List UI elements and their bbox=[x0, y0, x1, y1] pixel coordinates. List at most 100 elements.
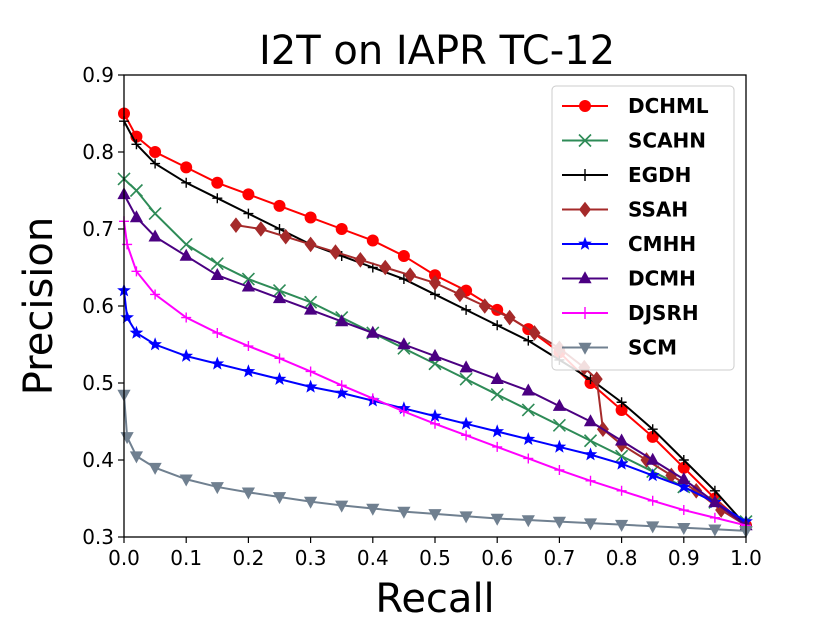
x-tick-label: 0.0 bbox=[108, 546, 140, 570]
legend-entry: SCAHN bbox=[562, 129, 706, 153]
data-point bbox=[304, 211, 317, 224]
series-scm bbox=[117, 389, 753, 539]
data-point bbox=[150, 289, 161, 300]
data-point bbox=[490, 387, 504, 402]
data-point bbox=[579, 307, 591, 319]
data-point bbox=[708, 495, 722, 508]
legend-label: DCMH bbox=[628, 267, 696, 291]
data-point bbox=[490, 424, 505, 438]
data-point bbox=[149, 146, 162, 158]
data-point bbox=[521, 432, 536, 446]
data-point bbox=[305, 366, 316, 377]
data-point bbox=[148, 462, 162, 475]
data-point bbox=[304, 236, 317, 253]
data-point bbox=[578, 236, 592, 250]
data-point bbox=[241, 364, 256, 378]
data-point bbox=[708, 524, 722, 537]
data-point bbox=[665, 467, 678, 484]
data-point bbox=[459, 511, 473, 524]
x-tick-label: 0.4 bbox=[357, 546, 389, 570]
y-tick-label: 0.5 bbox=[82, 371, 114, 395]
data-point bbox=[303, 379, 318, 393]
y-tick-label: 0.7 bbox=[82, 217, 114, 241]
data-point bbox=[304, 295, 318, 309]
x-axis-label: Recall bbox=[375, 576, 494, 622]
legend-entry: DCMH bbox=[562, 267, 696, 291]
data-point bbox=[131, 266, 142, 277]
data-point bbox=[129, 210, 144, 223]
data-point bbox=[131, 139, 142, 150]
legend: DCHML SCAHN EGDH SSAH CMHH DCMH DJSRH SCM bbox=[551, 85, 735, 371]
data-point bbox=[579, 201, 591, 218]
data-point bbox=[523, 453, 534, 464]
data-point bbox=[274, 224, 285, 234]
data-point bbox=[241, 487, 255, 500]
data-point bbox=[492, 320, 503, 331]
data-point bbox=[272, 284, 287, 298]
data-point bbox=[552, 418, 566, 432]
series-line bbox=[123, 193, 747, 527]
data-point bbox=[148, 229, 162, 242]
series-djsrh bbox=[119, 216, 751, 531]
data-point bbox=[379, 259, 392, 276]
data-point bbox=[554, 465, 565, 476]
data-point bbox=[523, 335, 534, 346]
x-tick-label: 0.7 bbox=[543, 546, 575, 570]
data-point bbox=[709, 485, 720, 496]
data-point bbox=[461, 430, 472, 441]
data-point bbox=[579, 169, 591, 181]
data-point bbox=[646, 452, 660, 465]
data-point bbox=[459, 372, 473, 386]
data-point bbox=[552, 516, 566, 529]
legend-label: DCHML bbox=[628, 94, 709, 118]
x-tick-label: 0.2 bbox=[232, 546, 264, 570]
data-point bbox=[585, 475, 596, 486]
data-point bbox=[366, 234, 379, 247]
data-point bbox=[615, 433, 629, 446]
data-point bbox=[678, 455, 689, 465]
data-point bbox=[272, 371, 287, 385]
data-point bbox=[366, 325, 380, 338]
data-point bbox=[179, 348, 194, 362]
data-point bbox=[583, 518, 598, 531]
data-point bbox=[210, 482, 224, 495]
legend-box bbox=[551, 85, 735, 371]
data-point bbox=[578, 342, 592, 355]
data-point bbox=[647, 495, 658, 506]
data-point bbox=[179, 474, 193, 487]
x-tick-label: 0.1 bbox=[170, 546, 202, 570]
data-point bbox=[428, 348, 442, 361]
data-point bbox=[578, 133, 592, 148]
data-point bbox=[334, 385, 349, 399]
data-point bbox=[583, 434, 598, 448]
data-point bbox=[552, 439, 567, 453]
data-point bbox=[677, 461, 690, 474]
data-point bbox=[709, 512, 720, 523]
legend-label: SSAH bbox=[628, 198, 688, 222]
data-point bbox=[211, 176, 224, 189]
data-point bbox=[677, 472, 691, 485]
series-egdh bbox=[119, 116, 751, 531]
legend-entry: SCM bbox=[562, 336, 677, 360]
data-point bbox=[181, 312, 192, 323]
data-point bbox=[615, 449, 629, 463]
data-point bbox=[335, 314, 349, 327]
data-point bbox=[647, 424, 658, 435]
data-point bbox=[579, 100, 591, 112]
legend-entry: DJSRH bbox=[562, 301, 699, 325]
data-point bbox=[459, 360, 473, 373]
data-point bbox=[616, 397, 627, 408]
data-point bbox=[677, 522, 691, 535]
y-tick-label: 0.4 bbox=[82, 448, 114, 472]
data-point bbox=[453, 286, 466, 303]
data-point bbox=[304, 302, 318, 315]
data-point bbox=[430, 289, 440, 300]
data-point bbox=[490, 371, 504, 384]
data-point bbox=[120, 310, 134, 324]
legend-label: SCAHN bbox=[628, 129, 706, 153]
data-point bbox=[242, 188, 255, 201]
legend-label: EGDH bbox=[628, 163, 691, 187]
series-line bbox=[123, 178, 747, 523]
data-point bbox=[583, 414, 598, 427]
